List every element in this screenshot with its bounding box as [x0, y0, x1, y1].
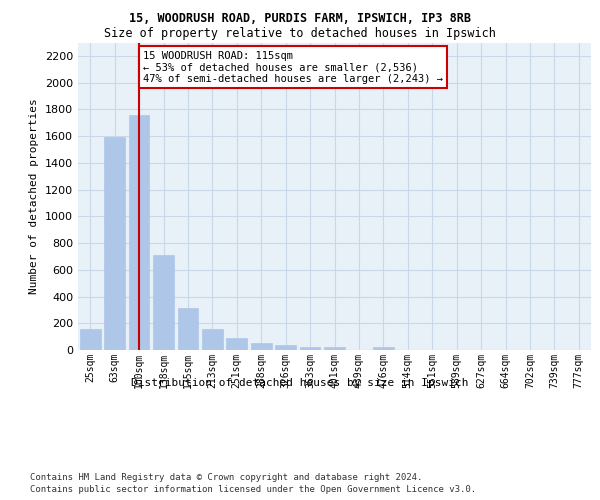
Bar [128, 114, 149, 350]
Bar [373, 348, 394, 350]
Bar [80, 328, 101, 350]
Text: Distribution of detached houses by size in Ipswich: Distribution of detached houses by size … [131, 378, 469, 388]
Bar [226, 338, 247, 350]
Bar [153, 255, 174, 350]
Text: Size of property relative to detached houses in Ipswich: Size of property relative to detached ho… [104, 28, 496, 40]
Text: 15 WOODRUSH ROAD: 115sqm
← 53% of detached houses are smaller (2,536)
47% of sem: 15 WOODRUSH ROAD: 115sqm ← 53% of detach… [143, 50, 443, 84]
Text: Contains HM Land Registry data © Crown copyright and database right 2024.: Contains HM Land Registry data © Crown c… [30, 472, 422, 482]
Bar [104, 138, 125, 350]
Y-axis label: Number of detached properties: Number of detached properties [29, 98, 40, 294]
Bar [324, 348, 345, 350]
Bar [251, 342, 272, 350]
Text: Contains public sector information licensed under the Open Government Licence v3: Contains public sector information licen… [30, 485, 476, 494]
Bar [178, 308, 199, 350]
Bar [299, 346, 320, 350]
Bar [275, 346, 296, 350]
Text: 15, WOODRUSH ROAD, PURDIS FARM, IPSWICH, IP3 8RB: 15, WOODRUSH ROAD, PURDIS FARM, IPSWICH,… [129, 12, 471, 26]
Bar [202, 328, 223, 350]
